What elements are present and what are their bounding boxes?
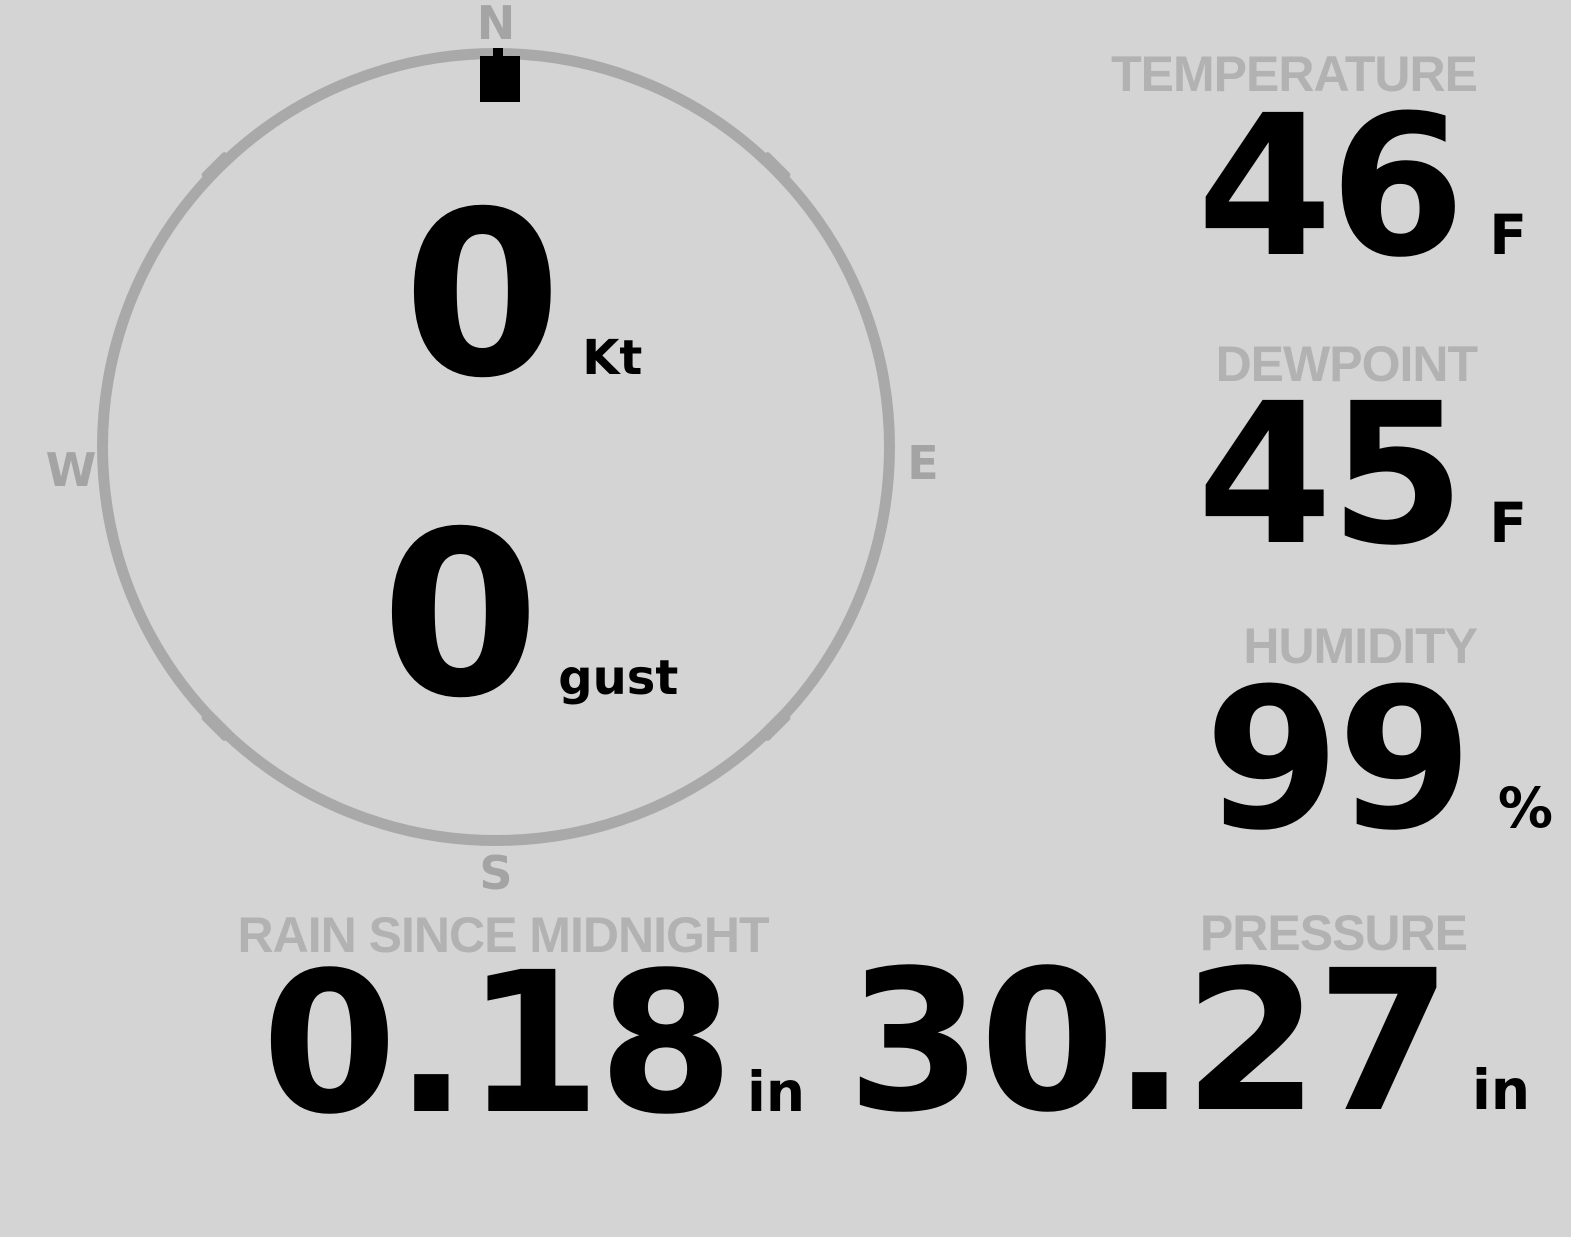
wind-speed: 0 Kt (403, 181, 642, 409)
dewpoint-unit: F (1489, 491, 1527, 555)
dewpoint-value: 45 (1196, 361, 1465, 588)
cardinal-south-label: S (479, 846, 513, 900)
humidity-label: HUMIDITY (1243, 618, 1478, 674)
pressure-reading: 30.27 in (847, 944, 1530, 1139)
wind-direction-marker (480, 56, 520, 102)
cardinal-north-label: N (476, 0, 516, 50)
pressure-label: PRESSURE (1199, 905, 1468, 961)
temperature-unit: F (1489, 203, 1527, 267)
temperature-label: TEMPERATURE (1111, 46, 1478, 102)
wind-gust: 0 gust (381, 501, 678, 729)
humidity-unit: % (1497, 776, 1553, 840)
pressure-unit: in (1471, 1058, 1530, 1122)
rain-unit: in (746, 1060, 805, 1124)
wind-speed-unit: Kt (582, 330, 643, 386)
dewpoint-reading: 45 F (1197, 377, 1527, 572)
cardinal-east-label: E (907, 436, 939, 490)
rain-label: RAIN SINCE MIDNIGHT (237, 907, 770, 963)
wind-speed-value: 0 (403, 162, 562, 428)
humidity-reading: 99 % (1204, 662, 1553, 857)
rain-value: 0.18 (261, 930, 734, 1157)
wind-direction-marker-tip (493, 48, 503, 58)
temperature-reading: 46 F (1197, 89, 1527, 284)
pressure-value: 30.27 (846, 928, 1452, 1155)
dewpoint-label: DEWPOINT (1215, 336, 1478, 392)
wind-gust-value: 0 (381, 482, 540, 748)
humidity-value: 99 (1204, 646, 1472, 873)
cardinal-west-label: W (45, 443, 97, 497)
rain-reading: 0.18 in (262, 946, 805, 1141)
wind-gust-unit: gust (558, 650, 679, 706)
temperature-value: 46 (1196, 73, 1465, 300)
